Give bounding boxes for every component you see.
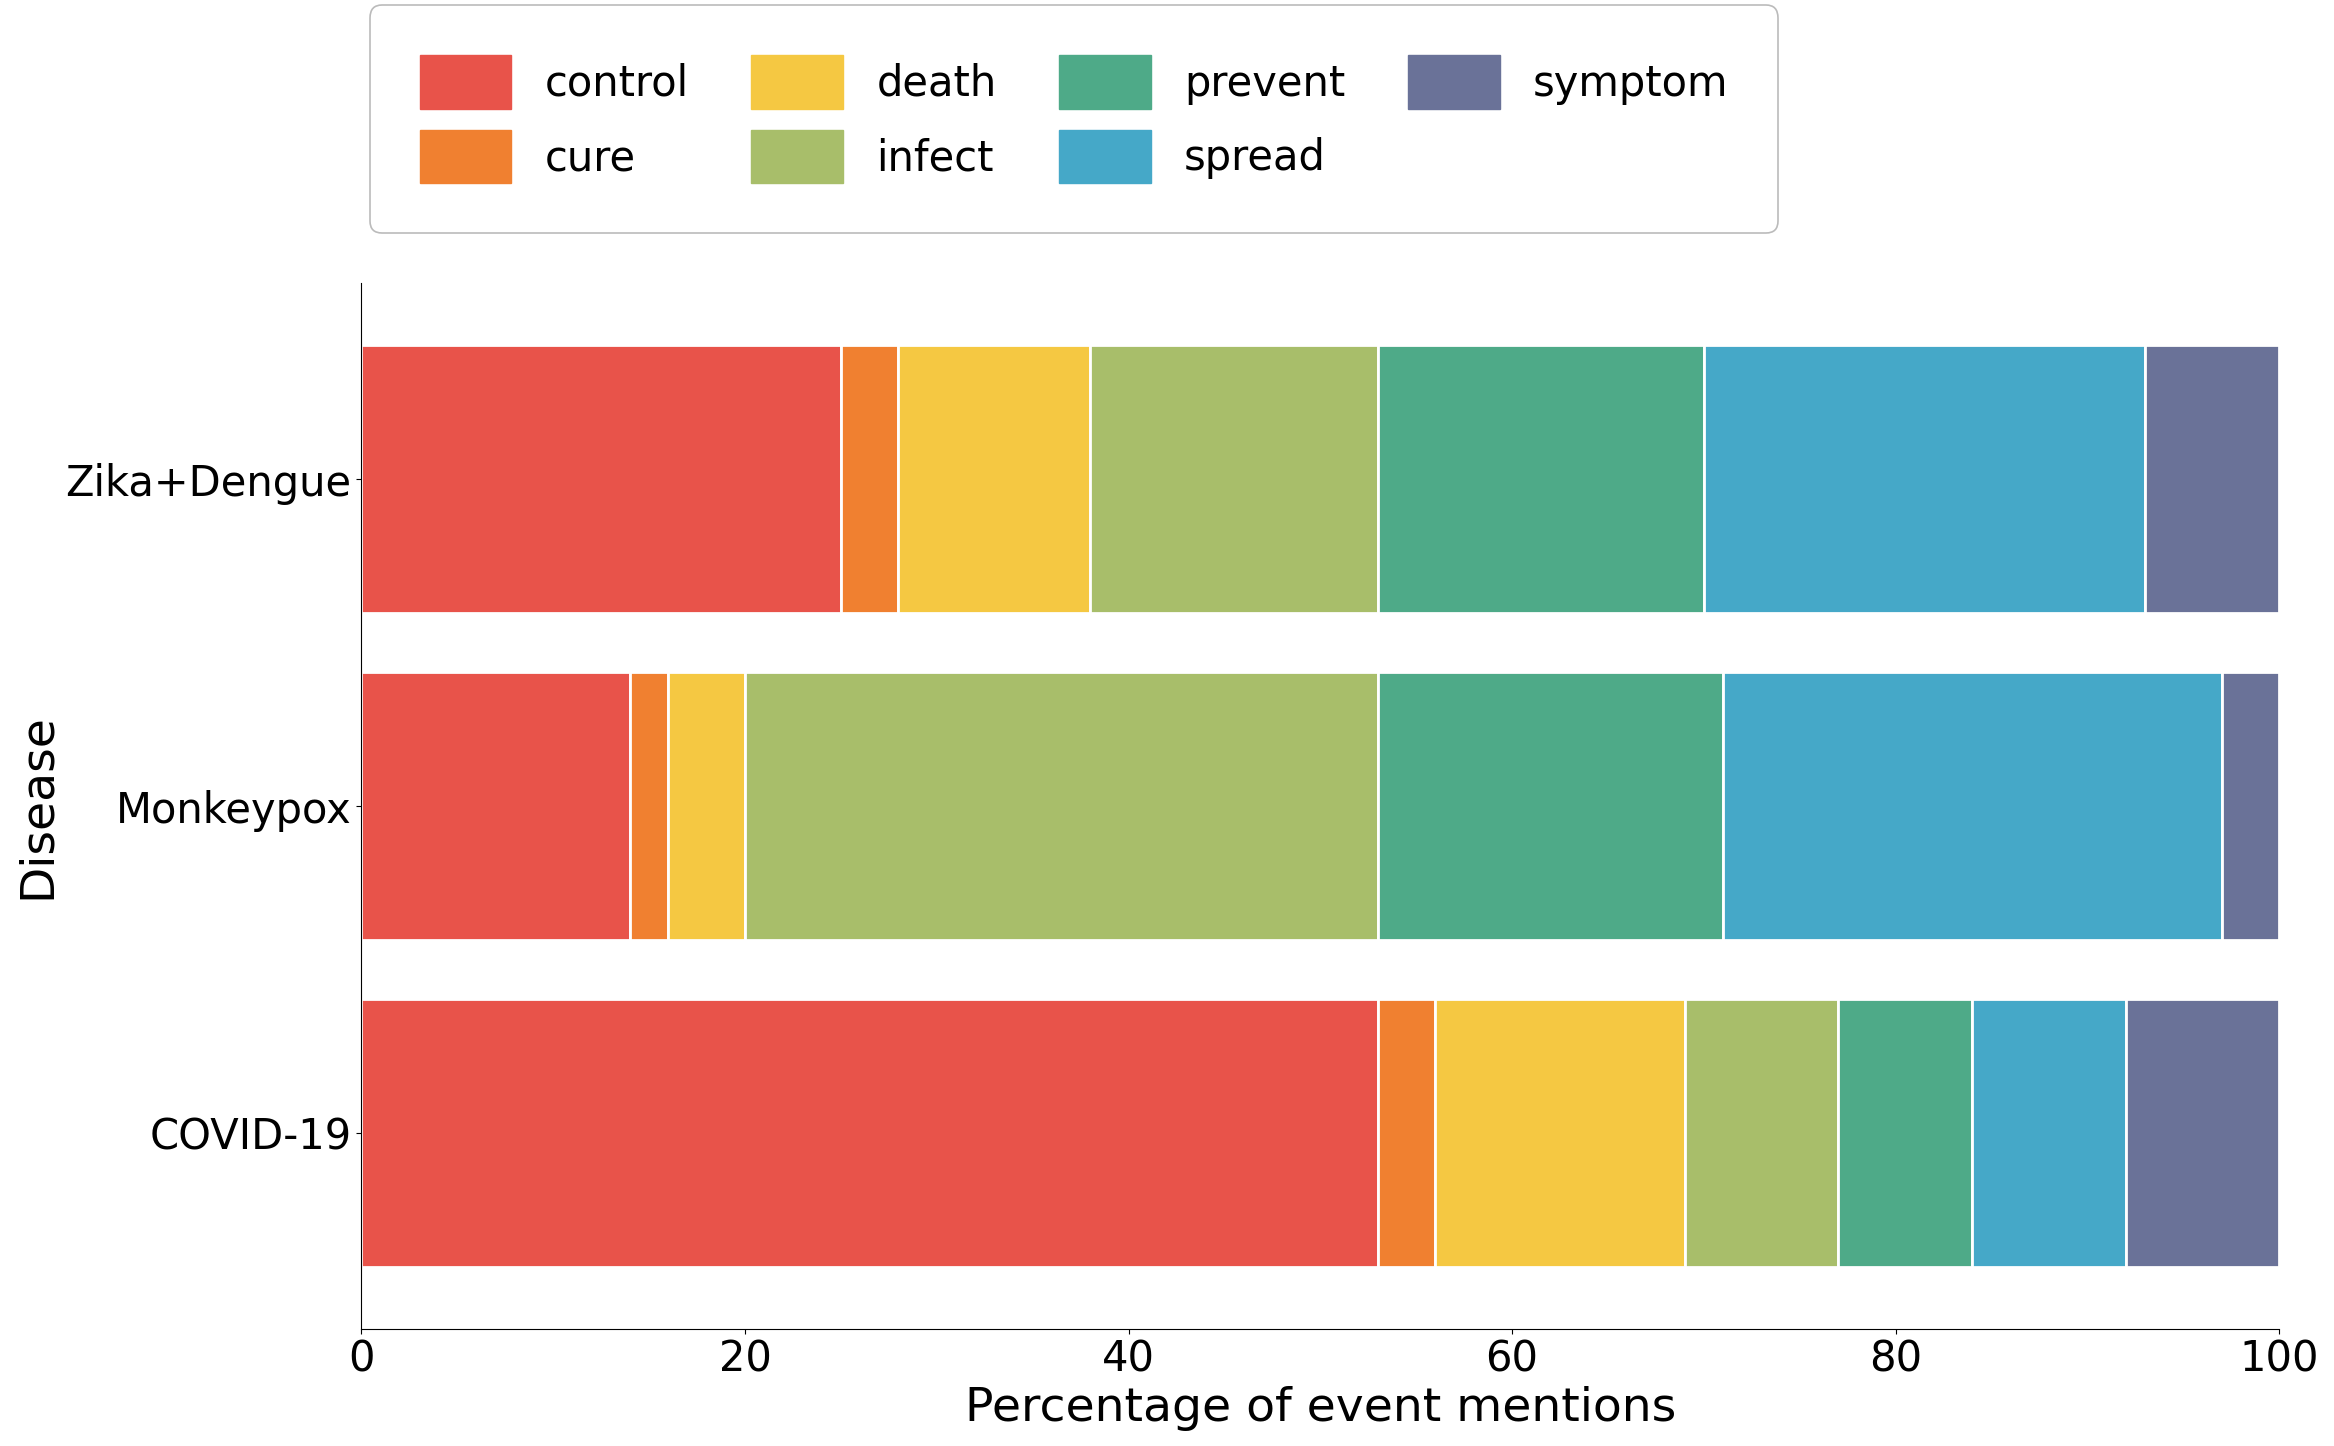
Bar: [1685, 999, 1839, 1267]
Bar: [362, 999, 1377, 1267]
Bar: [1435, 999, 1685, 1267]
Bar: [2145, 346, 2280, 613]
Legend: control, cure, death, infect, prevent, spread, symptom: control, cure, death, infect, prevent, s…: [383, 17, 1767, 221]
Bar: [840, 346, 899, 613]
Bar: [745, 672, 1377, 940]
Bar: [668, 672, 745, 940]
Bar: [1722, 672, 2222, 940]
Bar: [2222, 672, 2280, 940]
Bar: [362, 346, 840, 613]
Bar: [1839, 999, 1972, 1267]
X-axis label: Percentage of event mentions: Percentage of event mentions: [964, 1387, 1676, 1432]
Bar: [362, 672, 630, 940]
Bar: [1377, 346, 1704, 613]
Bar: [1377, 999, 1435, 1267]
Bar: [2126, 999, 2280, 1267]
Bar: [1972, 999, 2126, 1267]
Y-axis label: Disease: Disease: [14, 713, 61, 899]
Bar: [1090, 346, 1377, 613]
Bar: [1377, 672, 1722, 940]
Bar: [630, 672, 668, 940]
Bar: [1704, 346, 2145, 613]
Bar: [899, 346, 1090, 613]
